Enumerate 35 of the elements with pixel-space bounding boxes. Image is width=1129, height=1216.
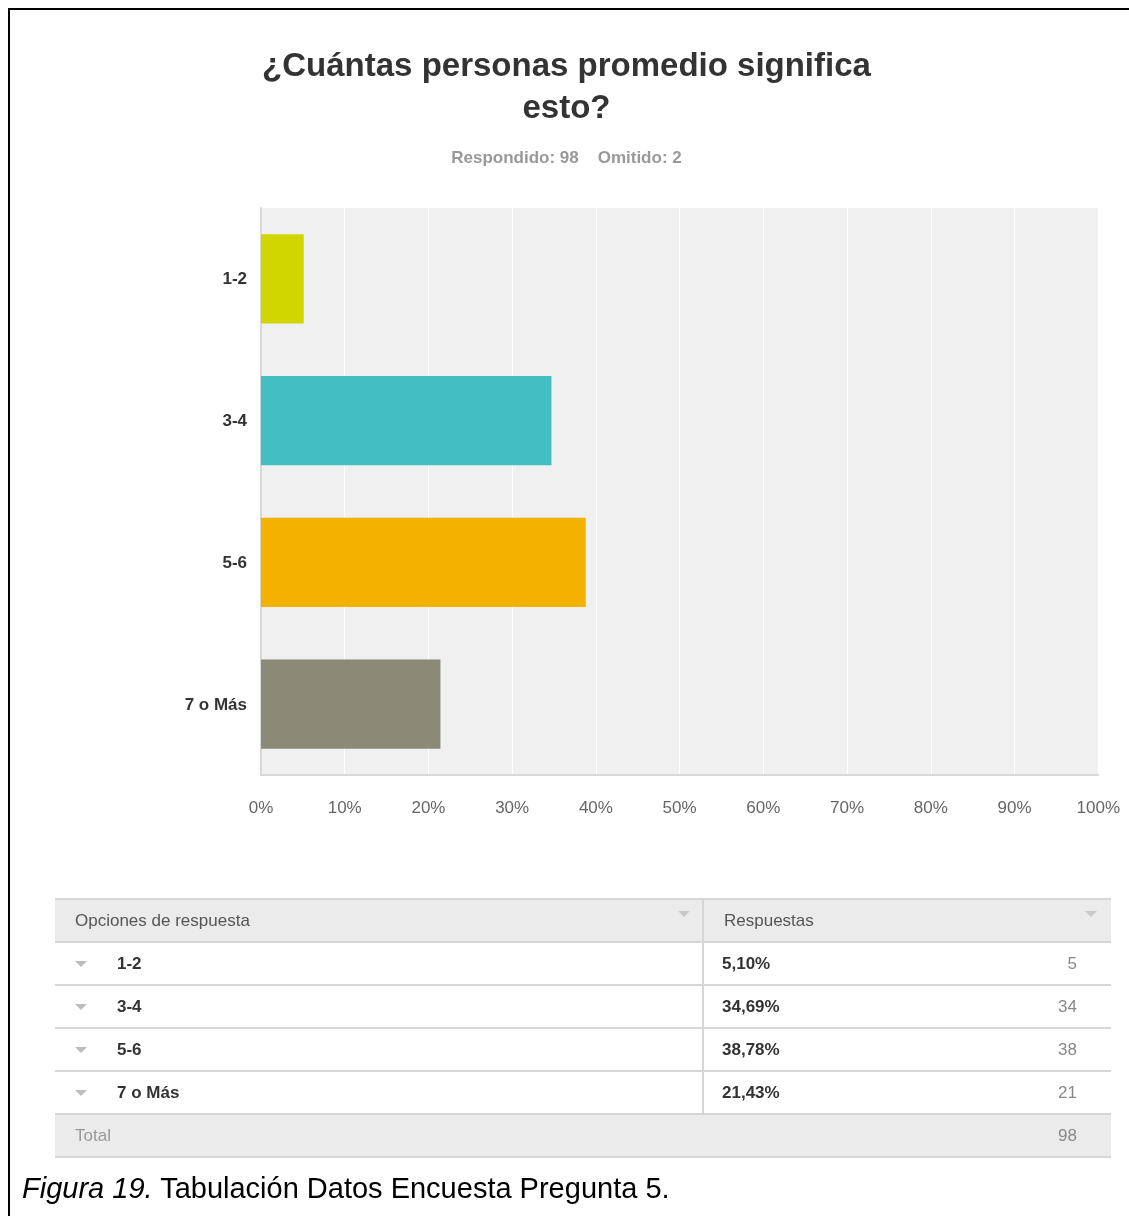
text: Respuestas [724, 910, 814, 931]
x-tick-label: 60% [746, 798, 781, 817]
chart-subtitle: Respondido: 98 Omitido: 2 [451, 148, 682, 167]
y-tick-label: 5-6 [222, 552, 247, 572]
y-tick-label: 1-2 [222, 269, 247, 289]
text: 38 [944, 1028, 1111, 1071]
category-label: 1-2 [117, 954, 142, 974]
text: 21,43% [703, 1071, 945, 1114]
x-tick-label: 50% [662, 798, 697, 817]
text: 98 [944, 1114, 1111, 1157]
text: Opciones de respuesta [75, 910, 250, 931]
text: Tabulación Datos Encuesta Pregunta 5. [160, 1172, 670, 1204]
x-tick-label: 20% [411, 798, 446, 817]
x-tick-label: 30% [495, 798, 530, 817]
text: 5,10% [703, 942, 945, 985]
y-tick-label: 7 o Más [184, 694, 247, 714]
x-tick-label: 70% [830, 798, 865, 817]
x-tick-label: 80% [913, 798, 948, 817]
text: 5 [944, 942, 1111, 985]
chart-title: ¿Cuántas personas promedio significa esto? [262, 45, 872, 125]
x-tick-label: 100% [1076, 798, 1120, 817]
text: 38,78% [703, 1028, 945, 1071]
x-tick-label: 0% [248, 798, 274, 817]
x-tick-label: 90% [997, 798, 1032, 817]
category-label: 5-6 [117, 1040, 142, 1060]
text: Total [55, 1114, 945, 1157]
x-tick-label: 10% [327, 798, 362, 817]
x-tick-label: 40% [578, 798, 613, 817]
text: 34 [944, 985, 1111, 1028]
category-label: 3-4 [117, 997, 142, 1017]
text: Figura 19. [22, 1172, 153, 1204]
text: 21 [944, 1071, 1111, 1114]
text: 34,69% [703, 985, 945, 1028]
y-tick-label: 3-4 [222, 411, 248, 431]
category-label: 7 o Más [117, 1083, 180, 1103]
